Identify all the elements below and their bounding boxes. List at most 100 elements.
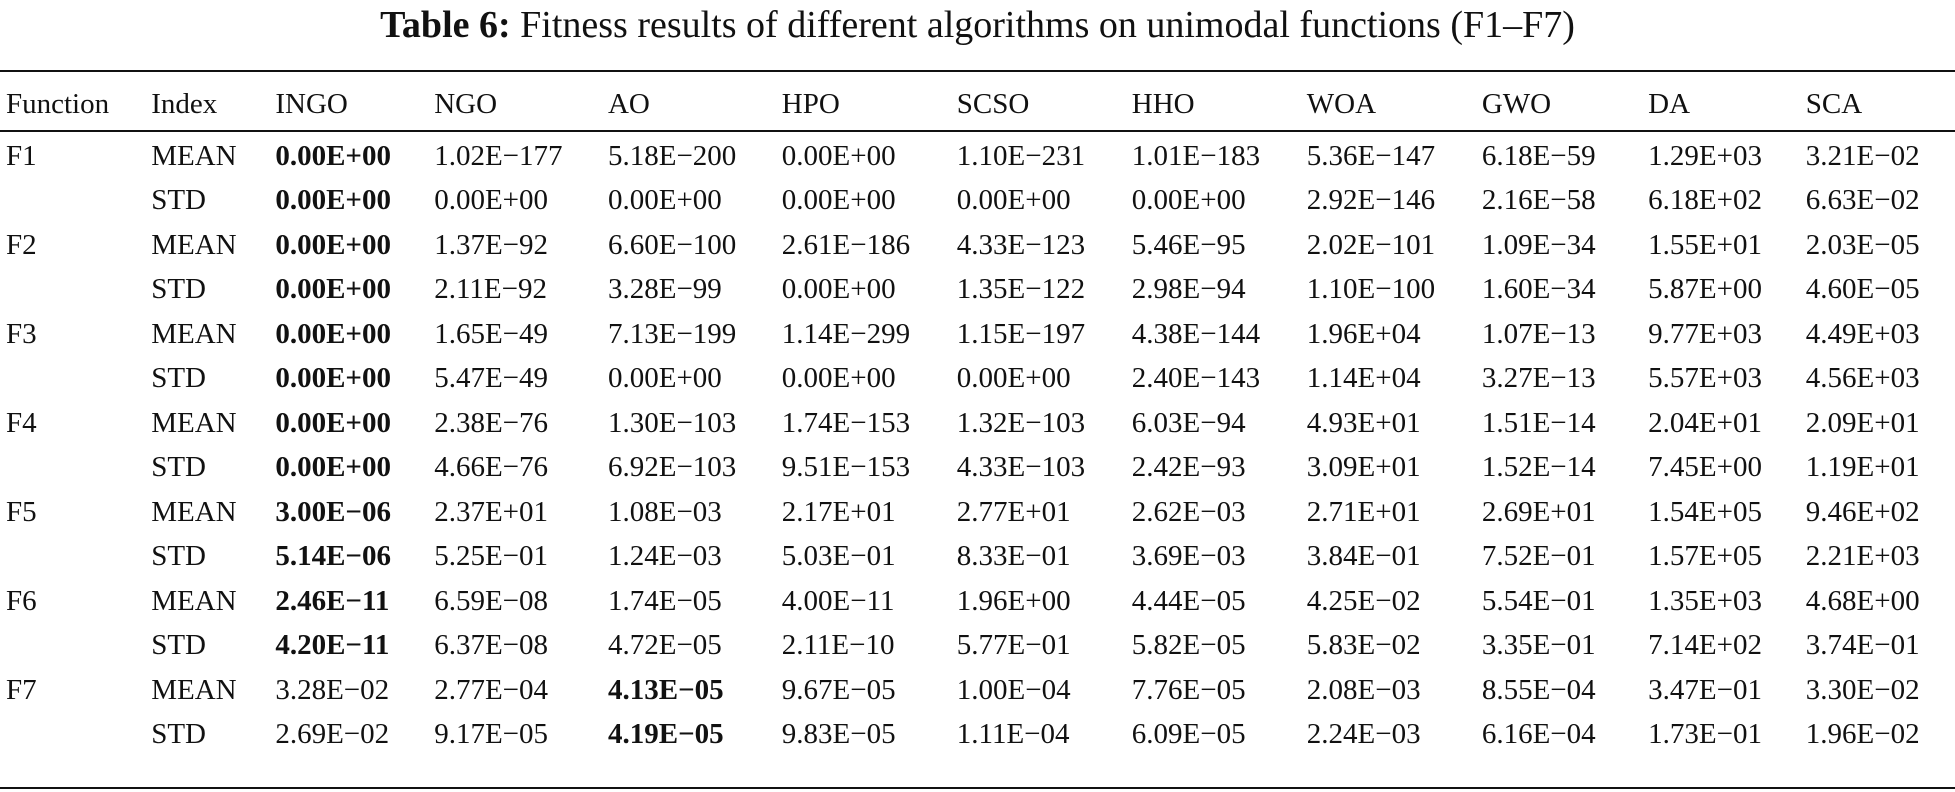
- value-cell: 4.20E−11: [275, 629, 390, 662]
- value-cell: 1.54E+05: [1648, 495, 1762, 528]
- column-header-sca: SCA: [1805, 87, 1863, 120]
- table-row: STD 0.00E+00 5.47E−49 0.00E+00 0.00E+00 0.00E…: [0, 357, 1955, 402]
- value-cell: 5.47E−49: [434, 362, 549, 395]
- table-row: STD 0.00E+00 4.66E−76 6.92E−103 9.51E−153 4.3…: [0, 446, 1955, 491]
- value-cell: 2.77E+01: [956, 495, 1071, 528]
- value-cell: 0.00E+00: [275, 451, 391, 484]
- index-cell: MEAN: [151, 673, 237, 706]
- value-cell: 5.77E−01: [956, 629, 1071, 662]
- value-cell: 2.92E−146: [1306, 184, 1436, 217]
- value-cell: 0.00E+00: [956, 184, 1071, 217]
- value-cell: 3.84E−01: [1306, 540, 1421, 573]
- column-header-index: Index: [151, 87, 218, 120]
- function-cell: [0, 535, 145, 580]
- value-cell: 5.36E−147: [1306, 139, 1436, 172]
- table-row: F2 MEAN 0.00E+00 1.37E−92 6.60E−100 2.61E−186…: [0, 223, 1955, 268]
- index-cell: MEAN: [151, 317, 237, 350]
- value-cell: 2.09E+01: [1805, 406, 1920, 439]
- value-cell: 8.33E−01: [956, 540, 1071, 573]
- value-cell: 1.11E−04: [956, 718, 1070, 751]
- value-cell: 2.77E−04: [434, 673, 549, 706]
- function-cell: [0, 357, 145, 402]
- value-cell: 4.56E+03: [1805, 362, 1920, 395]
- table-top-rule: [0, 70, 1955, 72]
- value-cell: 0.00E+00: [275, 139, 391, 172]
- value-cell: 2.42E−93: [1131, 451, 1246, 484]
- function-cell: F5: [6, 495, 37, 528]
- value-cell: 4.72E−05: [607, 629, 722, 662]
- value-cell: 7.45E+00: [1648, 451, 1762, 484]
- value-cell: 5.14E−06: [275, 540, 391, 573]
- table-caption-text: Fitness results of different algorithms …: [520, 4, 1575, 46]
- function-cell: F6: [6, 584, 37, 617]
- value-cell: 1.55E+01: [1648, 228, 1762, 261]
- value-cell: 3.74E−01: [1805, 629, 1920, 662]
- index-cell: STD: [151, 362, 207, 395]
- table-row: F5 MEAN 3.00E−06 2.37E+01 1.08E−03 2.17E+01 2.…: [0, 490, 1955, 535]
- value-cell: 9.67E−05: [781, 673, 896, 706]
- value-cell: 2.69E−02: [275, 718, 390, 751]
- column-header-hpo: HPO: [781, 87, 840, 120]
- value-cell: 7.52E−01: [1481, 540, 1596, 573]
- value-cell: 2.17E+01: [781, 495, 896, 528]
- value-cell: 1.37E−92: [434, 228, 549, 261]
- value-cell: 1.57E+05: [1648, 540, 1762, 573]
- value-cell: 2.38E−76: [434, 406, 549, 439]
- value-cell: 4.49E+03: [1805, 317, 1920, 350]
- value-cell: 2.11E−10: [781, 629, 895, 662]
- column-header-ao: AO: [607, 87, 650, 120]
- index-cell: MEAN: [151, 228, 237, 261]
- table-row: F1 MEAN 0.00E+00 1.02E−177 5.18E−200 0.00E+00…: [0, 128, 1955, 179]
- value-cell: 1.52E−14: [1481, 451, 1596, 484]
- value-cell: 0.00E+00: [275, 184, 391, 217]
- value-cell: 9.17E−05: [434, 718, 549, 751]
- value-cell: 1.65E−49: [434, 317, 549, 350]
- function-cell: [0, 446, 145, 491]
- table-row: F6 MEAN 2.46E−11 6.59E−08 1.74E−05 4.00E−11 1.…: [0, 579, 1955, 624]
- table-caption-label: Table 6:: [380, 4, 511, 46]
- value-cell: 2.71E+01: [1306, 495, 1421, 528]
- value-cell: 4.25E−02: [1306, 584, 1421, 617]
- value-cell: 0.00E+00: [781, 139, 896, 172]
- value-cell: 0.00E+00: [781, 273, 896, 306]
- value-cell: 0.00E+00: [956, 362, 1071, 395]
- index-cell: STD: [151, 540, 207, 573]
- value-cell: 9.46E+02: [1805, 495, 1920, 528]
- function-cell: F1: [6, 139, 37, 172]
- value-cell: 2.24E−03: [1306, 718, 1421, 751]
- value-cell: 6.18E+02: [1648, 184, 1762, 217]
- value-cell: 6.92E−103: [607, 451, 737, 484]
- index-cell: STD: [151, 451, 207, 484]
- table-row: STD 5.14E−06 5.25E−01 1.24E−03 5.03E−01 8.33E…: [0, 535, 1955, 580]
- function-cell: [0, 179, 145, 224]
- value-cell: 0.00E+00: [275, 362, 391, 395]
- column-header-scso: SCSO: [956, 87, 1030, 120]
- header-row: Function Index INGO NGO AO HPO SCSO HHO WOA GWO DA…: [0, 80, 1955, 128]
- value-cell: 2.21E+03: [1805, 540, 1920, 573]
- index-cell: STD: [151, 718, 207, 751]
- index-cell: STD: [151, 273, 207, 306]
- value-cell: 1.07E−13: [1481, 317, 1596, 350]
- value-cell: 2.03E−05: [1805, 228, 1920, 261]
- value-cell: 2.62E−03: [1131, 495, 1246, 528]
- value-cell: 1.35E−122: [956, 273, 1086, 306]
- index-cell: MEAN: [151, 495, 237, 528]
- value-cell: 5.18E−200: [607, 139, 737, 172]
- value-cell: 5.25E−01: [434, 540, 549, 573]
- value-cell: 5.03E−01: [781, 540, 896, 573]
- value-cell: 1.51E−14: [1481, 406, 1596, 439]
- value-cell: 1.14E+04: [1306, 362, 1421, 395]
- table-row: STD 0.00E+00 0.00E+00 0.00E+00 0.00E+00 0.00E…: [0, 179, 1955, 224]
- value-cell: 2.69E+01: [1481, 495, 1596, 528]
- index-cell: STD: [151, 629, 207, 662]
- function-cell: F7: [6, 673, 37, 706]
- value-cell: 3.27E−13: [1481, 362, 1596, 395]
- value-cell: 8.55E−04: [1481, 673, 1596, 706]
- value-cell: 1.35E+03: [1648, 584, 1762, 617]
- value-cell: 1.00E−04: [956, 673, 1071, 706]
- table-row: STD 0.00E+00 2.11E−92 3.28E−99 0.00E+00 1.35E…: [0, 268, 1955, 313]
- column-header-ngo: NGO: [434, 87, 498, 120]
- value-cell: 1.96E−02: [1805, 718, 1920, 751]
- value-cell: 1.60E−34: [1481, 273, 1596, 306]
- value-cell: 0.00E+00: [607, 362, 722, 395]
